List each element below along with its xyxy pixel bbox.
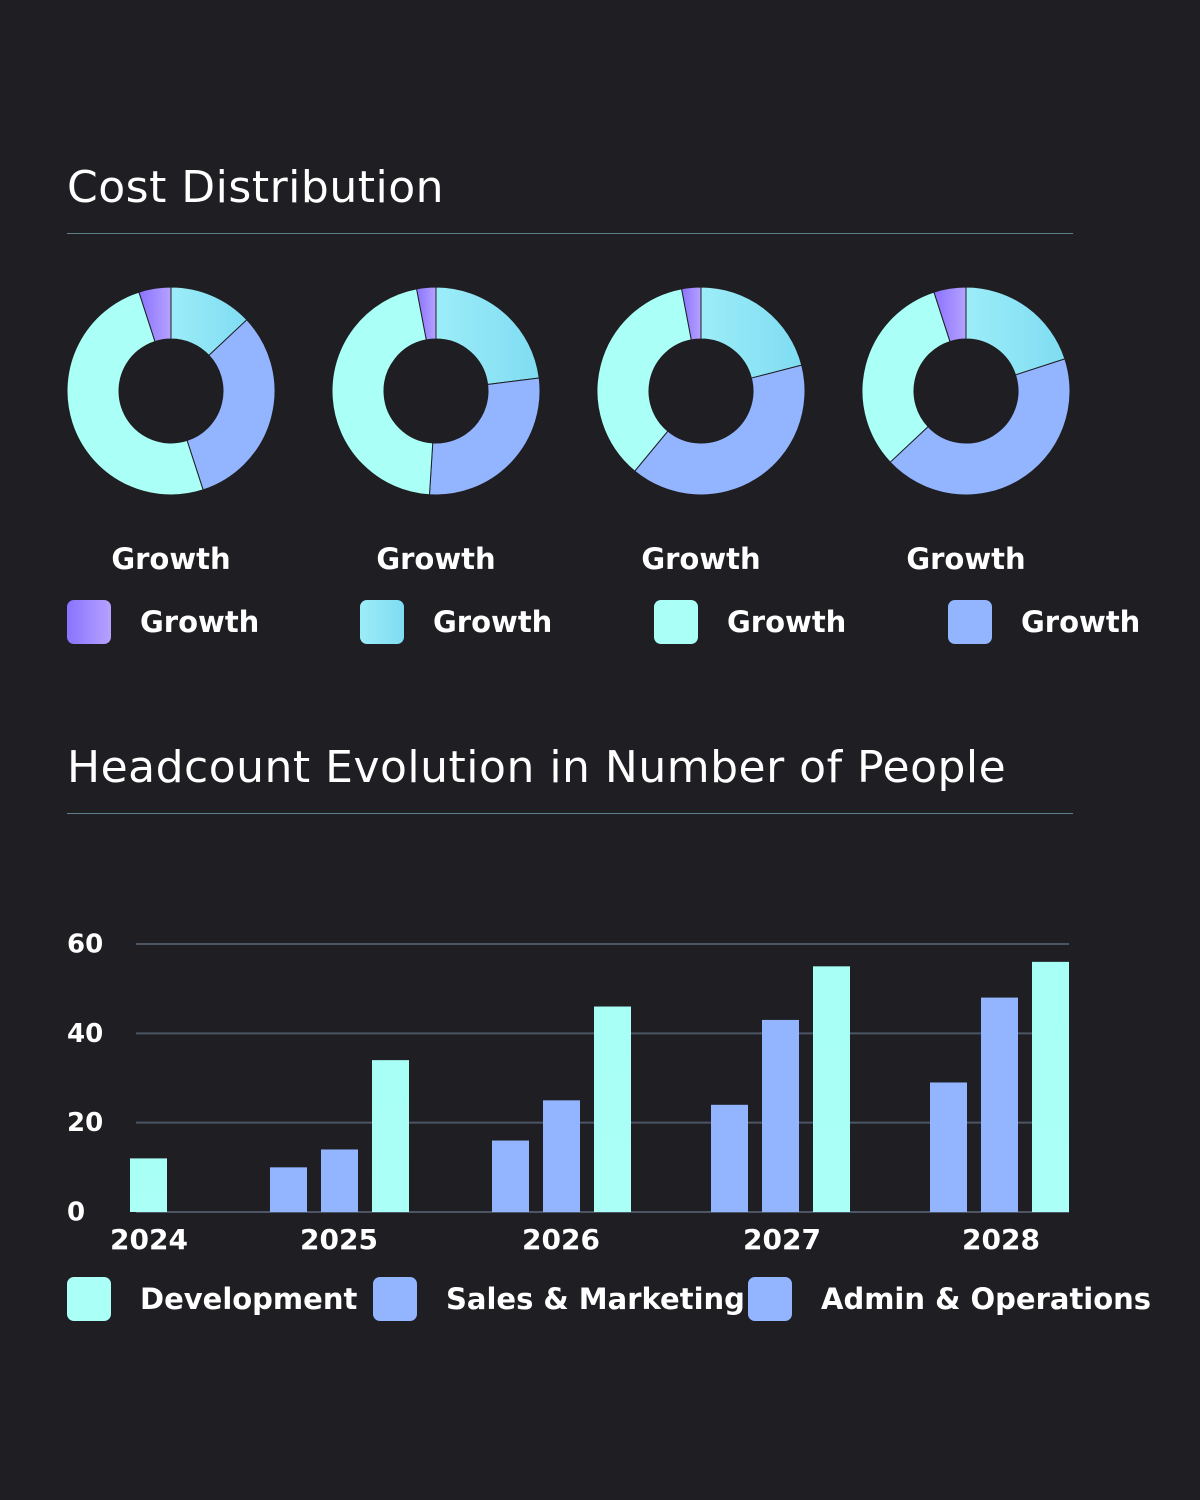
bar-admin-operations-2025 bbox=[270, 1167, 307, 1212]
donut-legend-item-3: Growth bbox=[654, 600, 846, 644]
donut-1-slice-periwinkle bbox=[186, 319, 276, 491]
bar-admin-operations-2026 bbox=[492, 1140, 529, 1212]
bar-development-2024 bbox=[130, 1158, 167, 1212]
bar-sales-marketing-2027 bbox=[762, 1019, 799, 1212]
legend-swatch bbox=[67, 1277, 111, 1321]
legend-swatch bbox=[67, 600, 111, 644]
bar-sales-marketing-2028 bbox=[981, 997, 1018, 1212]
x-tick-label: 2028 bbox=[962, 1223, 1040, 1256]
donut-legend-item-4: Growth bbox=[948, 600, 1140, 644]
legend-label: Sales & Marketing bbox=[446, 1282, 745, 1316]
bar-legend-item-admin-operations: Admin & Operations bbox=[748, 1277, 1151, 1321]
x-tick-label: 2024 bbox=[110, 1223, 188, 1256]
y-tick-label: 20 bbox=[67, 1108, 103, 1138]
legend-label: Growth bbox=[727, 605, 847, 639]
legend-label: Growth bbox=[1021, 605, 1141, 639]
legend-swatch bbox=[360, 600, 404, 644]
donut-3-slice-mint bbox=[596, 288, 692, 472]
bar-sales-marketing-2025 bbox=[321, 1149, 358, 1212]
bar-development-2026 bbox=[594, 1006, 631, 1212]
bar-sales-marketing-2026 bbox=[543, 1100, 580, 1212]
donut-2-slice-mint bbox=[331, 288, 434, 496]
donut-caption-3: Growth bbox=[641, 542, 761, 576]
title-divider bbox=[67, 233, 1073, 234]
donut-4-slice-periwinkle bbox=[889, 358, 1071, 496]
x-tick-label: 2025 bbox=[300, 1223, 378, 1256]
legend-label: Development bbox=[140, 1282, 358, 1316]
bar-legend-item-sales-marketing: Sales & Marketing bbox=[373, 1277, 745, 1321]
legend-swatch bbox=[948, 600, 992, 644]
donut-2-slice-sky bbox=[435, 286, 540, 386]
headcount-title: Headcount Evolution in Number of People bbox=[67, 742, 1007, 793]
legend-swatch bbox=[654, 600, 698, 644]
x-tick-label: 2027 bbox=[743, 1223, 821, 1256]
bar-admin-operations-2028 bbox=[930, 1082, 967, 1212]
bar-development-2028 bbox=[1032, 961, 1069, 1212]
x-tick-label: 2026 bbox=[522, 1223, 600, 1256]
donut-caption-2: Growth bbox=[376, 542, 496, 576]
donut-4-slice-mint bbox=[861, 291, 951, 463]
y-tick-label: 40 bbox=[67, 1019, 103, 1049]
donut-caption-1: Growth bbox=[111, 542, 231, 576]
headcount-bar-chart: 0 20 40 60 2024 2025 2026 2027 2028 bbox=[67, 930, 1069, 1256]
donut-3-slice-periwinkle bbox=[634, 364, 806, 496]
legend-label: Admin & Operations bbox=[821, 1282, 1152, 1316]
legend-swatch bbox=[748, 1277, 792, 1321]
legend-label: Growth bbox=[433, 605, 553, 639]
donut-4-slice-sky bbox=[965, 286, 1066, 376]
donut-legend-item-2: Growth bbox=[360, 600, 552, 644]
donut-legend-item-1: Growth bbox=[67, 600, 259, 644]
bar-development-2027 bbox=[813, 966, 850, 1212]
bar-legend-item-development: Development bbox=[67, 1277, 357, 1321]
bar-admin-operations-2027 bbox=[711, 1104, 748, 1212]
y-tick-label: 0 bbox=[67, 1198, 85, 1228]
donut-3-slice-sky bbox=[700, 286, 803, 379]
legend-label: Growth bbox=[140, 605, 260, 639]
y-tick-label: 60 bbox=[67, 930, 103, 960]
donut-2-slice-periwinkle bbox=[428, 377, 541, 496]
donut-charts bbox=[66, 286, 1071, 496]
donut-caption-4: Growth bbox=[906, 542, 1026, 576]
legend-swatch bbox=[373, 1277, 417, 1321]
cost-distribution-title: Cost Distribution bbox=[67, 162, 444, 213]
bar-development-2025 bbox=[372, 1060, 409, 1212]
title-divider bbox=[67, 813, 1073, 814]
donut-1-slice-mint bbox=[66, 291, 204, 496]
